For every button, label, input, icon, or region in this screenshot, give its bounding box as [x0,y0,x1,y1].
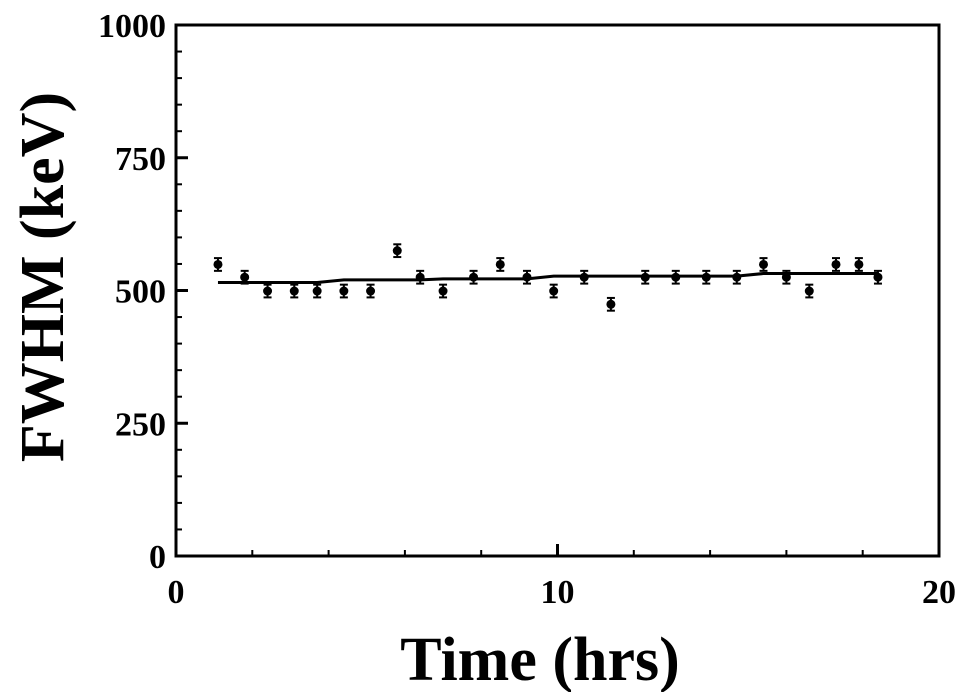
y-tick-label: 750 [115,141,166,178]
y-tick-label: 0 [149,539,166,576]
data-point [606,296,616,312]
y-tick-label: 500 [115,274,166,311]
data-marker [522,272,532,282]
data-marker [759,259,769,269]
data-point [759,257,769,272]
data-point [831,257,841,272]
data-point [415,269,425,285]
data-marker [469,272,479,282]
fit-line [217,272,878,285]
data-point [804,283,814,299]
data-point [701,269,711,285]
data-marker [781,272,791,282]
data-point [263,283,273,299]
data-point [732,269,742,285]
data-point [495,257,505,272]
fit-line-series [217,272,878,285]
data-marker [701,272,711,282]
data-marker [671,272,681,282]
x-tick-label: 20 [922,574,956,611]
data-marker [312,286,322,296]
data-marker [579,272,589,282]
data-point [392,243,402,259]
data-point [289,283,299,299]
data-marker [831,259,841,269]
data-marker [549,286,559,296]
data-marker [606,299,616,309]
data-point [213,257,223,272]
data-marker [392,246,402,256]
data-point [366,283,376,299]
data-point [438,283,448,299]
data-marker [804,286,814,296]
data-marker [640,272,650,282]
data-point [854,257,864,272]
data-point [640,269,650,285]
data-marker [240,272,250,282]
data-point [312,283,322,299]
data-marker [495,259,505,269]
x-axis-ticks: 0 10 20 [168,544,956,611]
data-marker [289,286,299,296]
x-axis-title: Time (hrs) [400,626,680,692]
data-marker [339,286,349,296]
x-tick-label: 10 [541,574,575,611]
data-point [469,269,479,285]
data-point [781,269,791,285]
data-point [873,269,883,285]
data-marker [263,286,273,296]
data-points-series [213,243,883,312]
data-point [671,269,681,285]
data-marker [366,286,376,296]
data-point [549,283,559,299]
data-point [579,269,589,285]
data-point [240,269,250,285]
data-point [522,269,532,285]
y-tick-label: 250 [115,406,166,443]
data-marker [732,272,742,282]
y-tick-label: 1000 [98,8,166,45]
data-marker [415,272,425,282]
y-axis-title: FWHM (keV) [9,92,77,462]
y-axis-ticks: 0 250 500 750 1000 [98,8,188,576]
data-marker [213,259,223,269]
data-marker [873,272,883,282]
data-marker [438,286,448,296]
data-point [339,283,349,299]
data-marker [854,259,864,269]
x-tick-label: 0 [168,574,185,611]
